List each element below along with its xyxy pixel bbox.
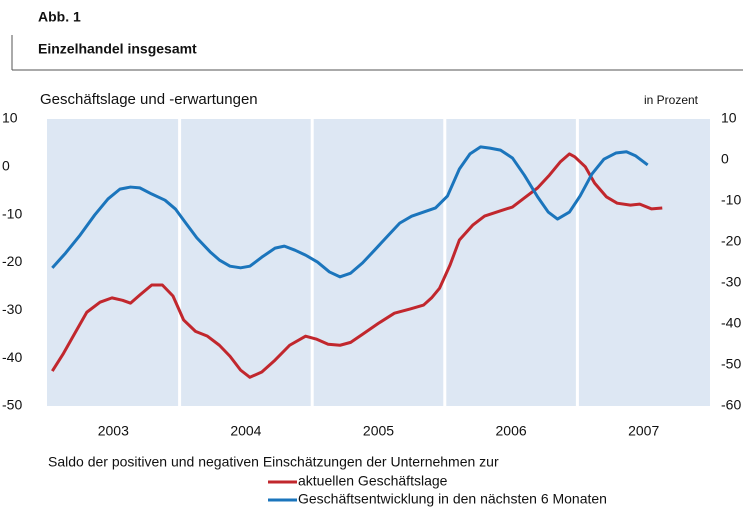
y-tick-label: -30 [2,301,22,317]
x-tick-label: 2007 [628,423,659,439]
y2-tick-label: -20 [721,233,741,249]
unit-label: in Prozent [644,93,699,107]
x-tick-label: 2006 [496,423,527,439]
note: Saldo der positiven und negativen Einsch… [48,454,499,470]
series-line [51,152,663,379]
legend-label: Geschäftsentwicklung in den nächsten 6 M… [298,491,607,507]
x-tick-label: 2004 [230,423,261,439]
y2-tick-label: 10 [721,110,737,126]
y2-tick-label: -60 [721,397,741,413]
y2-tick-label: -30 [721,274,741,290]
plot-background [47,119,710,406]
series-line [51,145,649,279]
chart-subtitle: Geschäftslage und -erwartungen [40,91,258,108]
x-tick-label: 2003 [98,423,129,439]
y-tick-label: 0 [2,158,10,174]
legend-label: aktuellen Geschäftslage [298,473,448,489]
y2-tick-label: -50 [721,356,741,372]
y-tick-label: -10 [2,205,22,221]
chart-title: Einzelhandel insgesamt [38,41,197,57]
y-tick-label: -20 [2,253,22,269]
y-tick-label: -50 [2,397,22,413]
y-tick-label: -40 [2,349,22,365]
y-tick-label: 10 [2,110,18,126]
x-tick-label: 2005 [363,423,394,439]
figure-label: Abb. 1 [38,9,81,25]
y2-tick-label: -40 [721,315,741,331]
y2-tick-label: 0 [721,151,729,167]
y2-tick-label: -10 [721,192,741,208]
